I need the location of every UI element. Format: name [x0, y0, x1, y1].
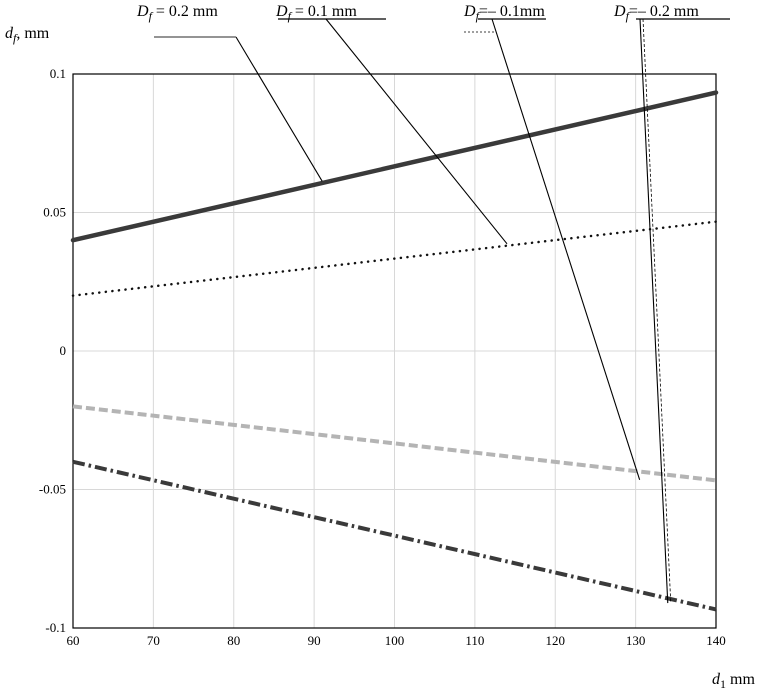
x-tick-label: 70 [147, 633, 160, 648]
x-tick-label: 100 [385, 633, 405, 648]
legend-label-3: Df=– 0.1mm [463, 3, 545, 23]
y-axis-label: df, mm [5, 25, 50, 45]
x-tick-label: 130 [626, 633, 646, 648]
x-tick-label: 90 [308, 633, 321, 648]
x-tick-label: 140 [706, 633, 726, 648]
legend-label-2: Df = 0.1 mm [275, 3, 357, 23]
x-tick-label: 60 [67, 633, 80, 648]
y-tick-labels: -0.1 -0.05 0 0.05 0.1 [39, 66, 66, 635]
x-tick-label: 80 [227, 633, 240, 648]
y-tick-label: -0.05 [39, 482, 66, 497]
x-tick-label: 120 [546, 633, 566, 648]
y-tick-label: 0.1 [50, 66, 66, 81]
legend-label-4: Df=– 0.2 mm [613, 3, 699, 23]
leader-line-3 [492, 19, 640, 480]
grid [73, 74, 716, 628]
y-tick-label: -0.1 [45, 620, 66, 635]
legend-label-1: Df = 0.2 mm [136, 3, 218, 23]
leader-line-2 [326, 19, 507, 244]
x-axis-label: d1 mm [712, 671, 755, 689]
x-tick-labels: 60 70 80 90 100 110 120 130 140 [67, 633, 726, 648]
x-tick-label: 110 [465, 633, 484, 648]
y-tick-label: 0.05 [43, 205, 66, 220]
y-tick-label: 0 [60, 343, 67, 358]
leader-line-1 [236, 37, 322, 181]
